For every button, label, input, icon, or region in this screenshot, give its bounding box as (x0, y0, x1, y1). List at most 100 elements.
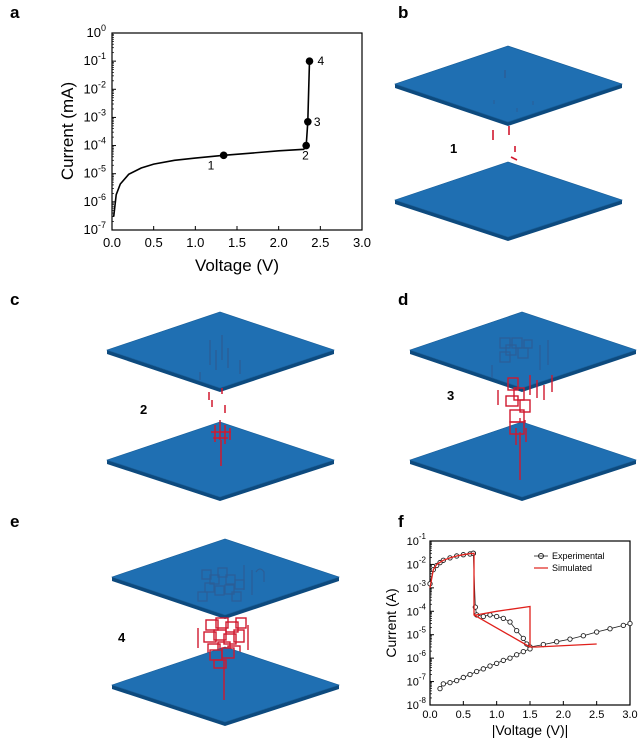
y-tick-label: 10-5 (84, 164, 106, 181)
series-line-simulated (473, 614, 531, 648)
y-tick-label: 10-4 (407, 602, 427, 618)
y-tick-label: 10-7 (84, 220, 106, 237)
panel-label-f: f (398, 512, 404, 531)
panel-label-c: c (10, 290, 19, 309)
y-tick-label: 100 (87, 23, 106, 40)
data-point (554, 639, 560, 645)
state-point-3 (304, 117, 312, 126)
chart-a-y-ticks: 100 10-1 10-2 10-3 10-4 10-5 10-6 10-7 (84, 23, 116, 237)
data-point (520, 648, 526, 655)
y-tick-label: 10-5 (407, 626, 427, 642)
data-point (460, 674, 466, 681)
chart-f-series (427, 550, 633, 692)
series-line-experimental (472, 553, 531, 648)
legend-label-simulated: Simulated (552, 563, 592, 573)
data-point (594, 629, 600, 635)
data-point (440, 681, 446, 687)
y-tick-label: 10-7 (407, 673, 427, 689)
stage-label-e: 4 (118, 630, 126, 645)
state-point-4 (305, 57, 314, 65)
data-point (454, 677, 460, 684)
chart-a-frame (111, 32, 363, 231)
y-tick-label: 10-3 (84, 107, 106, 124)
data-point (437, 685, 443, 692)
bottom-electrode-d (409, 421, 637, 501)
chart-a-x-ticks: 0.0 0.5 1.0 1.5 2.0 2.5 3.0 (103, 226, 371, 250)
chart-a-points: 1 2 3 4 (208, 54, 325, 172)
state-point-1 (219, 151, 228, 160)
chart-a-xlabel: Voltage (V) (195, 256, 279, 275)
x-tick-label: 1.5 (228, 235, 246, 250)
data-point (500, 615, 506, 621)
x-tick-label: 1.5 (522, 709, 537, 721)
y-tick-label: 10-4 (84, 136, 106, 153)
chart-f-ylabel: Current (A) (383, 588, 399, 657)
data-point (447, 679, 453, 686)
chart-f-xlabel: |Voltage (V)| (492, 722, 569, 738)
data-point (507, 655, 513, 661)
panel-label-d: d (398, 290, 408, 309)
state-point-label: 2 (302, 149, 309, 163)
state-point-label: 1 (208, 158, 215, 172)
device-d: 3 (409, 311, 637, 501)
data-point (620, 622, 626, 629)
chart-f-y-ticks: 10-1 10-2 10-3 10-4 10-5 10-6 10-7 10-8 (407, 532, 434, 712)
data-point (520, 635, 526, 641)
data-point (514, 652, 520, 658)
panel-label-a: a (10, 3, 20, 22)
x-tick-label: 1.0 (489, 709, 504, 721)
stage-label-d: 3 (447, 388, 454, 403)
data-point (474, 668, 480, 675)
top-electrode-b (394, 45, 623, 126)
data-point (467, 671, 473, 678)
x-tick-label: 2.0 (270, 235, 288, 250)
panel-label-b: b (398, 3, 408, 22)
y-tick-label: 10-2 (407, 555, 427, 571)
state-point-label: 4 (318, 54, 325, 68)
chart-f: 0.0 0.5 1.0 1.5 2.0 2.5 3.0 10-110-210-310-410… (383, 532, 638, 738)
x-tick-label: 3.0 (353, 235, 371, 250)
data-point (580, 633, 586, 639)
data-point (494, 613, 500, 620)
data-point (480, 666, 486, 672)
x-tick-label: 2.5 (311, 235, 329, 250)
chart-a-series-line (112, 61, 311, 217)
data-point (567, 636, 573, 642)
bottom-electrode-e (111, 646, 340, 726)
data-point (627, 620, 633, 627)
x-tick-label: 0.0 (103, 235, 121, 250)
chart-a: 0.0 0.5 1.0 1.5 2.0 2.5 3.0 100 10-1 10-2 10-3 10-… (58, 23, 371, 275)
x-tick-label: 2.0 (556, 709, 571, 721)
bottom-electrode-b (394, 161, 623, 241)
data-point (480, 613, 486, 620)
y-tick-label: 10-1 (84, 51, 106, 68)
state-point-label: 3 (314, 115, 321, 129)
x-tick-label: 3.0 (622, 709, 637, 721)
x-tick-label: 2.5 (589, 709, 604, 721)
y-tick-label: 10-8 (407, 696, 427, 712)
data-point (507, 619, 513, 625)
x-tick-label: 0.5 (145, 235, 163, 250)
top-electrode-e (111, 538, 340, 619)
y-tick-label: 10-1 (407, 532, 427, 548)
chart-a-ylabel: Current (mA) (58, 82, 77, 180)
chart-f-x-ticks: 0.0 0.5 1.0 1.5 2.0 2.5 3.0 (422, 701, 638, 721)
x-tick-label: 0.5 (456, 709, 471, 721)
top-electrode-d (409, 311, 637, 392)
y-tick-label: 10-6 (84, 192, 106, 209)
legend-label-experimental: Experimental (552, 551, 605, 561)
panel-label-e: e (10, 512, 19, 531)
device-b: 1 (394, 45, 623, 241)
data-point (607, 626, 613, 632)
series-line-simulated (429, 552, 597, 648)
chart-f-legend: Experimental Simulated (534, 551, 605, 573)
y-tick-label: 10-6 (407, 649, 427, 665)
data-point (487, 663, 493, 669)
y-tick-label: 10-2 (84, 79, 106, 96)
data-point (494, 660, 500, 666)
x-tick-label: 1.0 (186, 235, 204, 250)
device-e: 4 (111, 538, 340, 726)
stage-label-c: 2 (140, 402, 147, 417)
state-point-2 (302, 141, 310, 150)
